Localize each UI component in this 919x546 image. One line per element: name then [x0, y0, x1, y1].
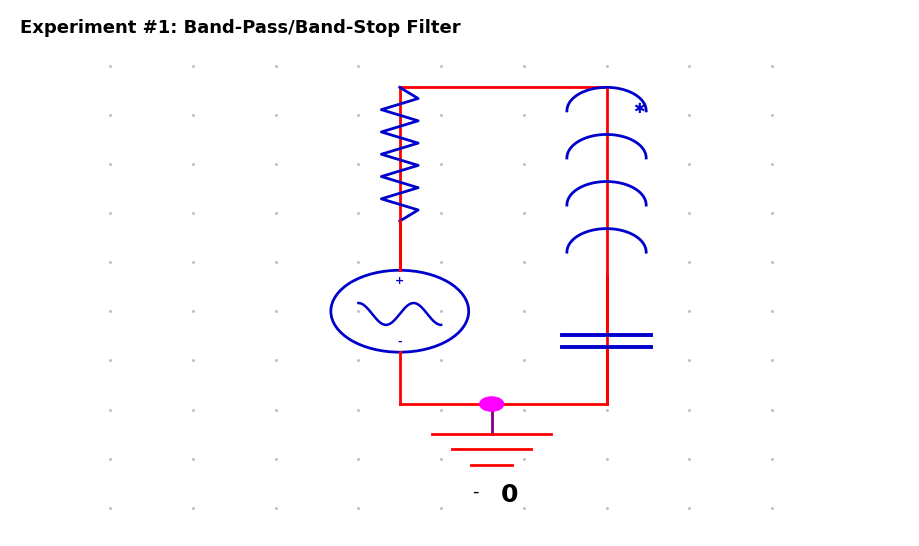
- Text: -: -: [397, 336, 403, 346]
- Text: +: +: [395, 276, 404, 286]
- Circle shape: [480, 397, 504, 411]
- Text: 0: 0: [501, 483, 518, 507]
- Text: ✱: ✱: [633, 102, 644, 116]
- Text: Experiment #1: Band-Pass/Band-Stop Filter: Experiment #1: Band-Pass/Band-Stop Filte…: [20, 19, 460, 37]
- Text: -: -: [471, 483, 479, 501]
